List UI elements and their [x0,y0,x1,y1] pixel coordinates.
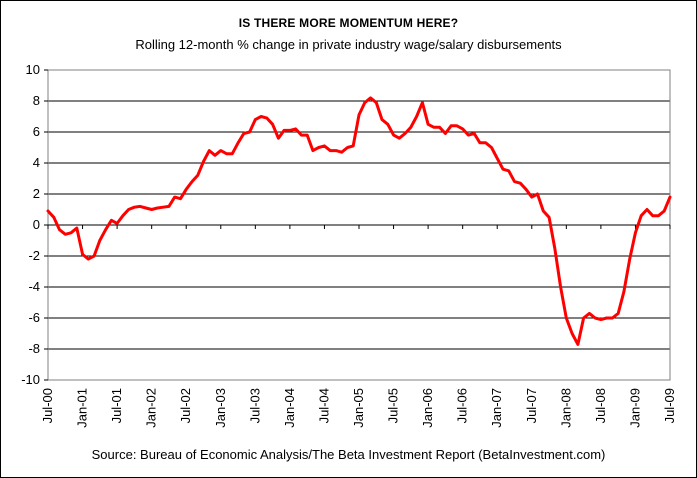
y-tick-label: -10 [21,372,40,387]
x-tick-label: Jan-08 [558,388,573,428]
x-tick-label: Jan-03 [213,388,228,428]
chart-subtitle: Rolling 12-month % change in private ind… [135,37,562,52]
x-tick-label: Jul-00 [40,388,55,423]
y-tick-label: 2 [33,186,40,201]
x-tick-label: Jan-01 [75,388,90,428]
chart-source-note: Source: Bureau of Economic Analysis/The … [91,447,606,462]
y-tick-label: 6 [33,124,40,139]
x-tick-label: Jan-07 [489,388,504,428]
x-tick-label: Jul-03 [247,388,262,423]
y-tick-label: 0 [33,217,40,232]
series-line [46,96,672,346]
x-tick-label: Jul-08 [593,388,608,423]
chart-title: IS THERE MORE MOMENTUM HERE? [238,16,459,30]
x-tick-label: Jan-09 [627,388,642,428]
y-tick-label: 10 [26,62,40,77]
x-tick-label: Jan-05 [351,388,366,428]
y-tick-label: 4 [33,155,40,170]
y-tick-label: 8 [33,93,40,108]
x-tick-label: Jul-04 [316,388,331,423]
x-tick-label: Jan-02 [144,388,159,428]
x-tick-label: Jan-06 [420,388,435,428]
y-tick-label: -4 [28,279,40,294]
y-tick-label: -6 [28,310,40,325]
y-tick-label: -2 [28,248,40,263]
x-tick-label: Jul-09 [662,388,677,423]
x-tick-label: Jul-06 [455,388,470,423]
x-tick-label: Jul-07 [524,388,539,423]
y-tick-label: -8 [28,341,40,356]
x-tick-label: Jul-02 [178,388,193,423]
x-tick-label: Jul-05 [386,388,401,423]
x-tick-label: Jul-01 [109,388,124,423]
x-tick-label: Jan-04 [282,388,297,428]
